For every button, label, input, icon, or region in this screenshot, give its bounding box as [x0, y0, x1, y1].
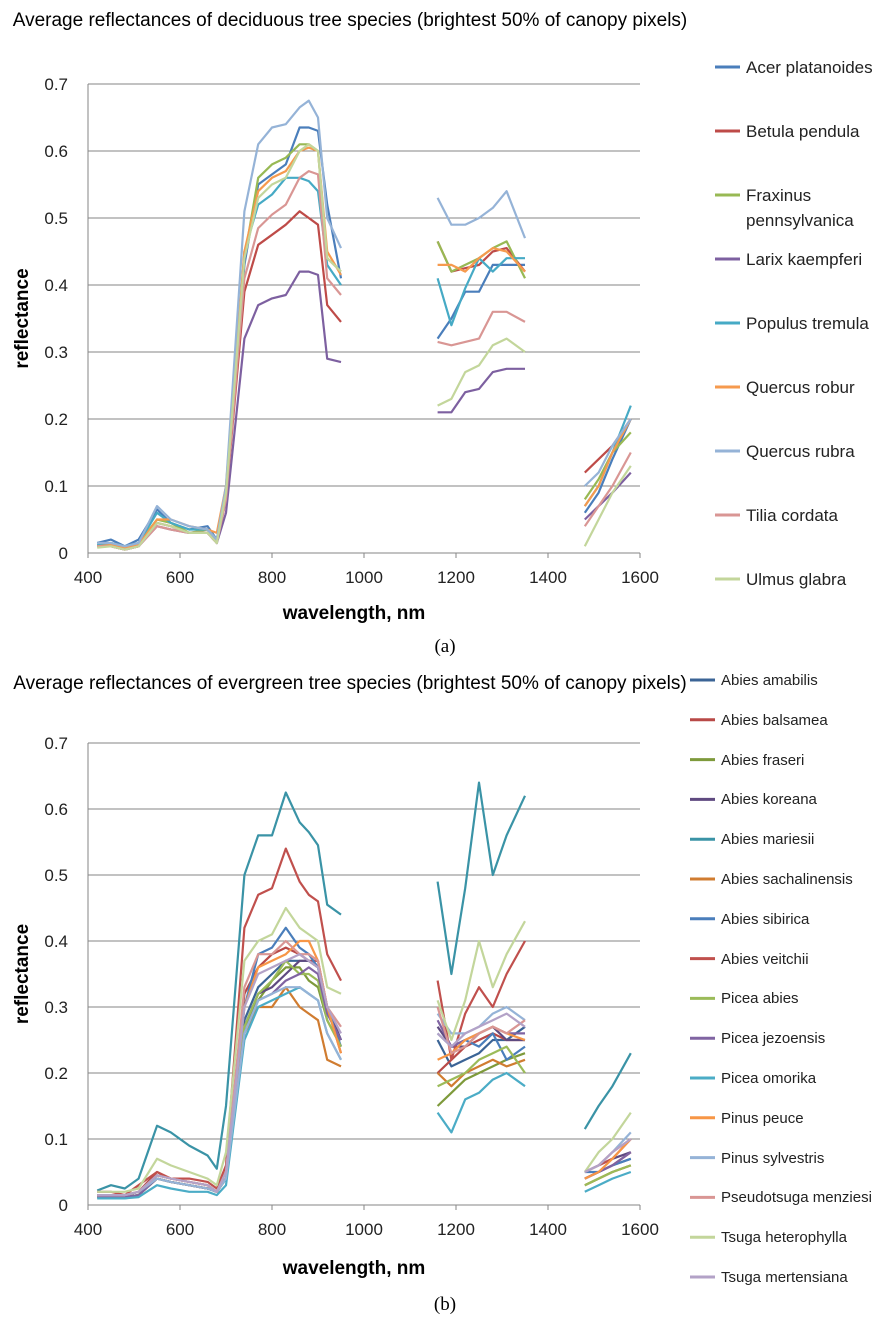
- legend-label: Abies sachalinensis: [721, 871, 853, 888]
- series-line: [97, 986, 632, 1197]
- legend-label: Pinus sylvestris: [721, 1149, 825, 1167]
- series-line: [97, 959, 632, 1199]
- legend-label: Quercus rubra: [746, 442, 855, 461]
- legend-label: Abies sibirica: [721, 910, 810, 928]
- y-tick-label: 0.1: [44, 1130, 68, 1149]
- legend-label: Populus tremula: [746, 314, 869, 333]
- y-tick-label: 0.4: [44, 276, 68, 295]
- series-line: [97, 847, 632, 1197]
- legend-label: Acer platanoides: [746, 58, 873, 77]
- x-tick-label: 800: [258, 1220, 286, 1239]
- x-tick-label: 400: [74, 1220, 102, 1239]
- series-line: [97, 146, 632, 549]
- caption: (a): [434, 636, 456, 657]
- series-line: [97, 966, 632, 1199]
- legend-label: Abies fraseri: [721, 751, 805, 769]
- x-tick-label: 1200: [437, 1220, 475, 1239]
- legend-label: Betula pendula: [746, 122, 860, 141]
- y-tick-label: 0.6: [44, 142, 68, 161]
- x-tick-label: 1200: [437, 568, 475, 587]
- x-tick-label: 1600: [621, 568, 659, 587]
- legend-label: Abies mariesii: [721, 831, 815, 849]
- legend-label: Abies balsamea: [721, 711, 828, 729]
- series-line: [97, 99, 632, 548]
- series-line: [96, 781, 632, 1192]
- series-line: [97, 143, 632, 551]
- y-tick-label: 0.6: [44, 800, 68, 819]
- legend-label: Abies koreana: [721, 791, 817, 809]
- legend-label: Pinus peuce: [721, 1109, 804, 1127]
- legend-label: Tilia cordata: [746, 506, 838, 525]
- y-tick-label: 0: [59, 1196, 68, 1215]
- x-tick-label: 1400: [529, 1220, 567, 1239]
- x-tick-label: 1000: [345, 1220, 383, 1239]
- x-axis-title: wavelength, nm: [282, 603, 426, 624]
- series-line: [97, 986, 632, 1197]
- series-line: [97, 143, 632, 549]
- x-tick-label: 400: [74, 568, 102, 587]
- y-tick-label: 0.7: [44, 75, 68, 94]
- legend-label: Picea abies: [721, 990, 799, 1008]
- series-line: [97, 946, 632, 1197]
- y-axis-title: reflectance: [12, 268, 33, 368]
- legend-label: Tsuga mertensiana: [721, 1269, 848, 1286]
- y-tick-label: 0.2: [44, 1064, 68, 1083]
- legend-label: Abies amabilis: [721, 672, 818, 689]
- x-tick-label: 1000: [345, 568, 383, 587]
- series-line: [97, 210, 632, 551]
- x-tick-label: 600: [166, 568, 194, 587]
- series-line: [97, 966, 632, 1199]
- legend-label: Tsuga heterophylla: [721, 1229, 847, 1247]
- series-line: [97, 953, 632, 1197]
- chart-title: Average reflectances of evergreen tree s…: [13, 673, 687, 694]
- y-tick-label: 0.3: [44, 343, 68, 362]
- y-tick-label: 0.4: [44, 932, 68, 951]
- legend-label: Quercus robur: [746, 378, 855, 397]
- legend-label: Abies veitchii: [721, 950, 809, 968]
- series-line: [97, 959, 632, 1199]
- legend-label: Fraxinus pennsylvanica: [746, 186, 854, 230]
- y-tick-label: 0.2: [44, 410, 68, 429]
- series-line: [97, 939, 632, 1197]
- series-line: [97, 939, 632, 1197]
- y-tick-label: 0.5: [44, 866, 68, 885]
- legend-label: Picea omorika: [721, 1070, 817, 1087]
- legend-label: Ulmus glabra: [746, 570, 847, 589]
- x-tick-label: 1600: [621, 1220, 659, 1239]
- series-line: [96, 126, 632, 548]
- y-axis-title: reflectance: [12, 924, 33, 1024]
- y-tick-label: 0: [59, 544, 68, 563]
- series-line: [97, 170, 632, 551]
- x-tick-label: 800: [258, 568, 286, 587]
- series-line: [97, 926, 632, 1197]
- caption: (b): [433, 1294, 457, 1315]
- series-line: [97, 906, 632, 1193]
- chart-title: Average reflectances of deciduous tree s…: [12, 10, 688, 31]
- legend-label: Picea jezoensis: [721, 1030, 826, 1048]
- x-tick-label: 600: [166, 1220, 194, 1239]
- y-tick-label: 0.3: [44, 998, 68, 1017]
- x-tick-label: 1400: [529, 568, 567, 587]
- y-tick-label: 0.1: [44, 477, 68, 496]
- legend-label: Pseudotsuga menziesi: [721, 1189, 872, 1207]
- legend-label: Larix kaempferi: [746, 250, 863, 269]
- y-tick-label: 0.7: [44, 734, 68, 753]
- series-line: [97, 959, 632, 1197]
- x-axis-title: wavelength, nm: [282, 1258, 426, 1279]
- y-tick-label: 0.5: [44, 209, 68, 228]
- series-line: [97, 176, 632, 548]
- series-line: [97, 270, 632, 551]
